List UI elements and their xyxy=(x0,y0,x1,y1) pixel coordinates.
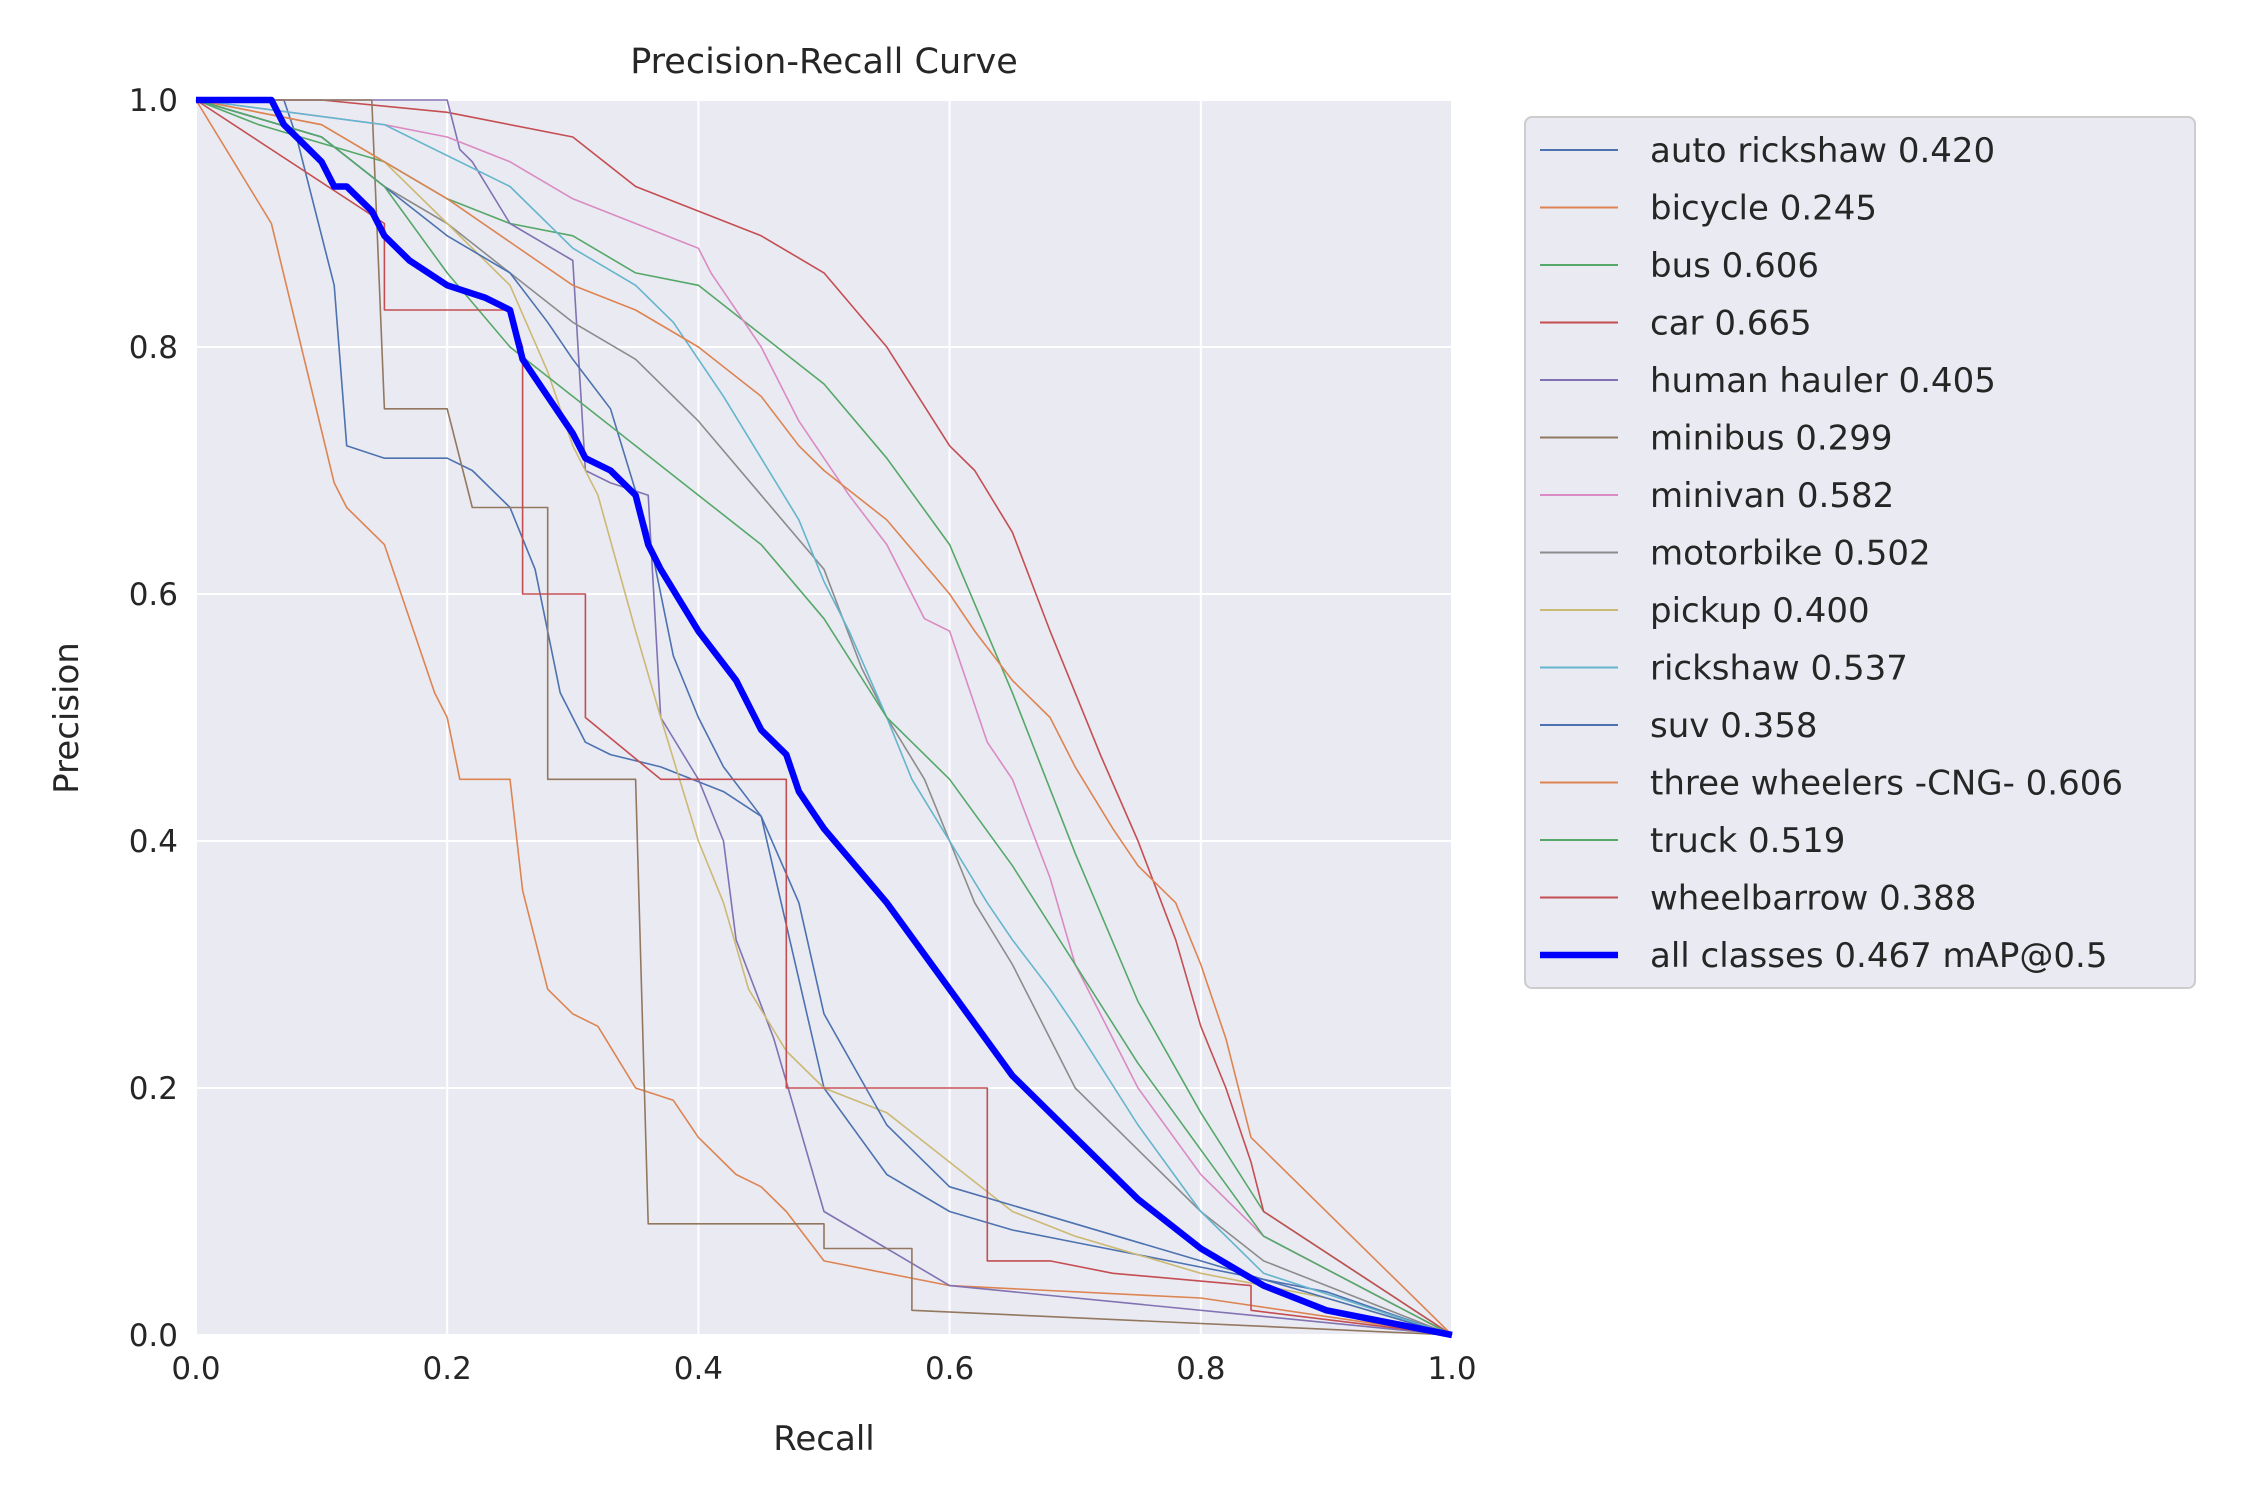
legend-entry-label: human hauler 0.405 xyxy=(1650,361,1996,401)
legend-entry-label: three wheelers -CNG- 0.606 xyxy=(1650,764,2123,804)
legend: auto rickshaw 0.420 bicycle 0.245 bus 0.60… xyxy=(1524,116,2196,989)
x-tick-label: 0.4 xyxy=(674,1351,723,1387)
series-line-1 xyxy=(195,99,1453,1336)
series-line-7 xyxy=(195,99,1453,1336)
y-tick-label: 1.0 xyxy=(129,83,178,119)
series-line-10 xyxy=(195,99,1453,1336)
legend-entry-label: truck 0.519 xyxy=(1650,821,1845,861)
y-tick-labels: 0.0 0.2 0.4 0.6 0.8 1.0 xyxy=(129,83,178,1354)
series-lines xyxy=(195,96,1453,1339)
y-tick-label: 0.2 xyxy=(129,1071,178,1107)
x-tick-label: 0.6 xyxy=(925,1351,974,1387)
y-tick-label: 0.0 xyxy=(129,1318,178,1354)
x-axis-label: Recall xyxy=(773,1419,874,1459)
legend-entry-label: bus 0.606 xyxy=(1650,246,1819,286)
x-tick-labels: 0.0 0.2 0.4 0.6 0.8 1.0 xyxy=(171,1351,1476,1387)
legend-entry-label: all classes 0.467 mAP@0.5 xyxy=(1650,936,2107,976)
y-tick-label: 0.6 xyxy=(129,577,178,613)
legend-entry-label: rickshaw 0.537 xyxy=(1650,649,1908,689)
chart-title: Precision-Recall Curve xyxy=(630,42,1018,82)
series-line-6 xyxy=(195,99,1453,1336)
series-line-9 xyxy=(195,99,1453,1336)
legend-entry-label: auto rickshaw 0.420 xyxy=(1650,131,1995,171)
legend-entry-label: minivan 0.582 xyxy=(1650,476,1894,516)
series-line-12 xyxy=(195,99,1453,1336)
legend-entry-label: wheelbarrow 0.388 xyxy=(1650,879,1976,919)
x-tick-label: 0.8 xyxy=(1176,1351,1225,1387)
series-line-5 xyxy=(196,99,1453,1336)
legend-entry-label: pickup 0.400 xyxy=(1650,591,1870,631)
legend-entry-label: motorbike 0.502 xyxy=(1650,534,1931,574)
x-tick-label: 0.2 xyxy=(423,1351,472,1387)
plot-background xyxy=(196,100,1452,1335)
x-tick-label: 0.0 xyxy=(171,1351,220,1387)
series-line-11 xyxy=(195,99,1453,1336)
series-line-0 xyxy=(196,99,1453,1336)
legend-entry-label: bicycle 0.245 xyxy=(1650,189,1877,229)
legend-entry-label: car 0.665 xyxy=(1650,304,1812,344)
y-axis-label: Precision xyxy=(47,642,87,794)
series-line-14 xyxy=(196,96,1453,1339)
legend-entry-label: minibus 0.299 xyxy=(1650,419,1893,459)
y-tick-label: 0.8 xyxy=(129,330,178,366)
x-tick-label: 1.0 xyxy=(1427,1351,1476,1387)
series-line-3 xyxy=(196,99,1453,1336)
legend-entry-label: suv 0.358 xyxy=(1650,706,1818,746)
y-tick-label: 0.4 xyxy=(129,824,178,860)
legend-frame xyxy=(1524,116,2196,989)
